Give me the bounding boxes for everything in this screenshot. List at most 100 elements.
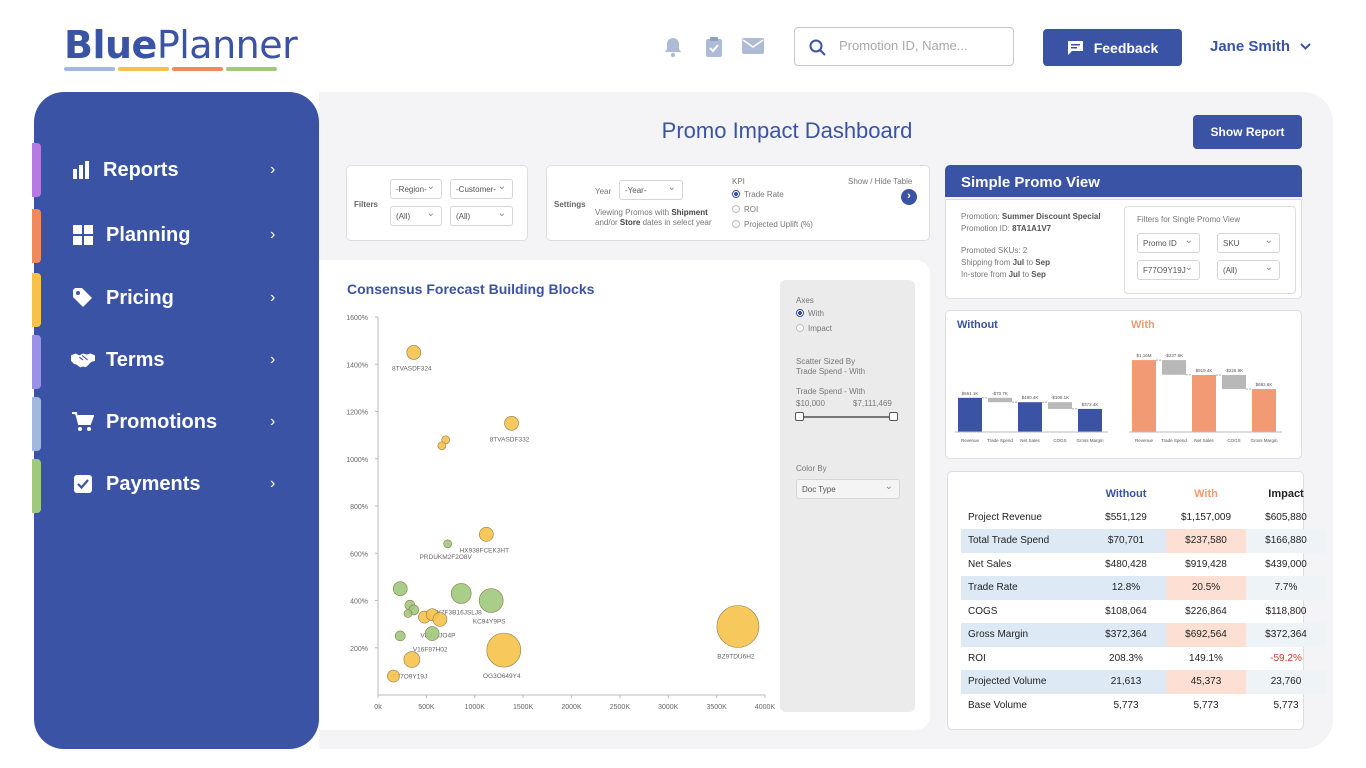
waterfall-value: $551.1K xyxy=(962,391,979,396)
bell-icon[interactable] xyxy=(663,36,685,58)
sidebar-stripe xyxy=(32,273,41,327)
sidebar-item-payments[interactable]: Payments › xyxy=(32,454,319,514)
x-tick-label: 1500K xyxy=(513,704,534,711)
axes-option-impact[interactable]: Impact xyxy=(796,324,832,333)
table-cell: 23,760 xyxy=(1246,670,1326,694)
scatter-point xyxy=(716,605,760,648)
x-tick-label: 2000K xyxy=(561,704,582,711)
sidebar-stripe xyxy=(32,335,41,389)
waterfall-bar xyxy=(1192,374,1216,432)
waterfall-bar xyxy=(1132,360,1156,432)
waterfall-bar xyxy=(988,397,1012,403)
search-input[interactable] xyxy=(839,38,1005,53)
waterfall-bar xyxy=(1252,389,1276,432)
table-cell: $919,428 xyxy=(1185,558,1227,570)
kpi-option-trade-rate[interactable]: Trade Rate xyxy=(732,190,784,199)
show-hide-table-toggle[interactable]: › xyxy=(901,189,917,205)
table-header-cell: With xyxy=(1194,487,1218,500)
axes-option-with[interactable]: With xyxy=(796,309,824,318)
sidebar-item-reports[interactable]: Reports › xyxy=(32,140,319,200)
user-menu[interactable]: Jane Smith xyxy=(1210,38,1311,55)
range-slider-track[interactable] xyxy=(799,416,894,418)
range-slider-min-handle[interactable] xyxy=(795,412,804,421)
waterfall-bar xyxy=(1222,374,1246,390)
show-report-button[interactable]: Show Report xyxy=(1193,115,1302,149)
settings-label: Settings xyxy=(554,200,586,209)
scatter-point xyxy=(387,669,400,683)
range-slider-max-handle[interactable] xyxy=(889,412,898,421)
waterfall-bar xyxy=(958,397,982,432)
clipboard-check-icon[interactable] xyxy=(704,36,726,58)
table-cell: -59.2% xyxy=(1270,652,1302,664)
table-cell: Projected Volume xyxy=(961,670,1086,694)
waterfall-category: Gross Margin xyxy=(1076,438,1104,443)
waterfall-value: $480.4K xyxy=(1022,395,1039,400)
kpi-option-roi[interactable]: ROI xyxy=(732,205,758,214)
point-label: BZ9TDU6H2 xyxy=(717,653,755,660)
waterfall-category: COGS xyxy=(1053,438,1066,443)
scatter-point xyxy=(441,435,451,445)
cart-icon xyxy=(71,410,95,434)
waterfall-category: COGS xyxy=(1227,438,1240,443)
table-cell: Project Revenue xyxy=(968,511,1042,523)
scatter-point xyxy=(504,416,519,431)
search-box[interactable] xyxy=(794,27,1014,66)
scatter-point xyxy=(394,630,406,642)
customer-value-select[interactable]: (All) xyxy=(450,206,513,226)
user-name: Jane Smith xyxy=(1210,38,1291,55)
waterfall-category: Net Sales xyxy=(1020,438,1040,443)
customer-select[interactable]: -Customer- xyxy=(450,179,513,199)
table-cell: $166,880 xyxy=(1246,529,1326,553)
sku-select[interactable]: SKU xyxy=(1217,233,1280,253)
sidebar-item-terms[interactable]: Terms › xyxy=(32,330,319,390)
waterfall-without-label: Without xyxy=(957,319,998,331)
point-label: HX938FCEK3HT xyxy=(460,547,510,554)
sidebar-item-pricing[interactable]: Pricing › xyxy=(32,268,319,328)
waterfall-chart: $551.1K Revenue -$70.7K Trade Spend $480.4K N… xyxy=(955,353,1282,443)
kpi-option-uplift[interactable]: Projected Uplift (%) xyxy=(732,220,813,229)
bar-chart-icon xyxy=(71,158,95,182)
sku-value-select[interactable]: (All) xyxy=(1217,260,1280,280)
table-cell: $1,157,009 xyxy=(1180,511,1232,523)
waterfall-value: -$237.6K xyxy=(1165,353,1183,358)
chevron-right-icon: › xyxy=(270,413,276,430)
color-by-select[interactable]: Doc Type xyxy=(796,479,900,499)
waterfall-value: -$70.7K xyxy=(992,391,1008,396)
range-min: $10,000 xyxy=(796,399,825,408)
table-cell: 5,773 xyxy=(1273,699,1299,711)
chart-controls: Axes With Impact Scatter Sized By Trade … xyxy=(780,280,915,712)
table-row: ROI 208.3% 149.1% -59.2% xyxy=(961,647,1326,671)
table-cell: 20.5% xyxy=(1166,576,1246,600)
table-header-cell: Without xyxy=(1105,487,1147,500)
mail-icon[interactable] xyxy=(742,38,764,60)
sidebar-item-label: Payments xyxy=(106,472,201,495)
logo[interactable]: BluePlanner xyxy=(64,26,298,74)
table-row: COGS $108,064 $226,864 $118,800 xyxy=(961,600,1326,624)
chart-title: Consensus Forecast Building Blocks xyxy=(347,281,595,297)
point-label: 8TVASDF332 xyxy=(490,436,530,443)
y-tick-label: 1400% xyxy=(346,362,368,369)
region-select[interactable]: -Region- xyxy=(390,179,442,199)
scatter-point xyxy=(403,609,413,618)
sidebar-item-planning[interactable]: Planning › xyxy=(32,205,319,265)
x-tick-label: 3500K xyxy=(707,704,728,711)
sidebar-item-promotions[interactable]: Promotions › xyxy=(32,392,319,452)
feedback-button[interactable]: Feedback xyxy=(1043,29,1182,66)
scatter-point xyxy=(403,651,421,668)
chevron-right-icon: › xyxy=(270,161,276,178)
sized-by-value: Trade Spend - With xyxy=(796,367,866,376)
single-promo-filters-label: Filters for Single Promo View xyxy=(1137,215,1240,224)
table-cell: $692,564 xyxy=(1166,623,1246,647)
x-tick-label: 4000K xyxy=(755,704,776,711)
page-title: Promo Impact Dashboard xyxy=(661,118,913,143)
x-tick-label: 2500K xyxy=(610,704,631,711)
promo-id-select[interactable]: Promo ID xyxy=(1137,233,1200,253)
waterfall-category: Revenue xyxy=(961,438,980,443)
region-value-select[interactable]: (All) xyxy=(390,206,442,226)
y-tick-label: 1000% xyxy=(346,457,368,464)
waterfall-value: -$226.9K xyxy=(1225,368,1243,373)
simple-promo-view-title: Simple Promo View xyxy=(945,165,1302,197)
year-select[interactable]: -Year- xyxy=(619,180,683,200)
sidebar-item-label: Pricing xyxy=(106,286,174,309)
promo-id-value-select[interactable]: F77O9Y19J xyxy=(1137,260,1200,280)
